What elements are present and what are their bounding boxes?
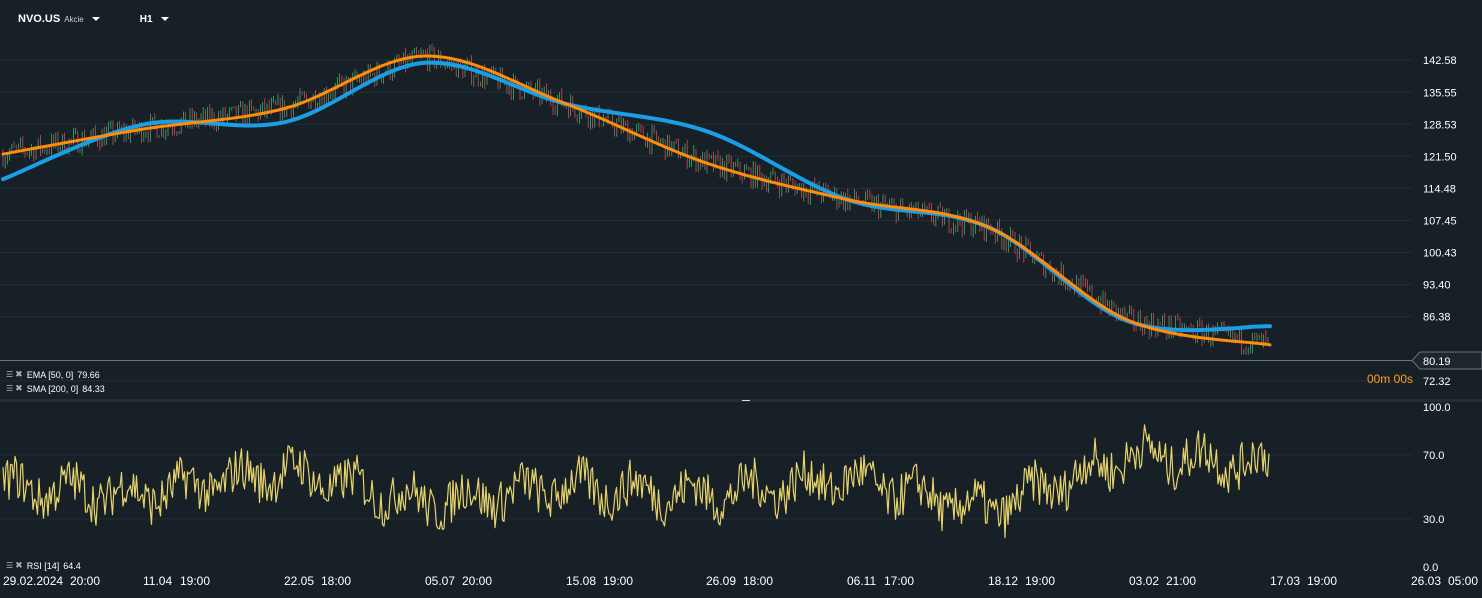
rsi-legend: ☰ ✖ RSI [14] 64.4 [6, 560, 81, 571]
close-icon[interactable]: ✖ [15, 369, 23, 379]
price-tick-label: 93.40 [1423, 280, 1451, 292]
countdown-seconds: 00s [1393, 372, 1413, 386]
time-axis: 29.02.2024 20:00 11.04 19:00 22.05 18:00 05.07… [3, 574, 1478, 588]
sma-legend-value: 84.33 [82, 383, 105, 394]
timeframe-label: H1 [139, 13, 153, 25]
time-tick-label: 19:00 [180, 574, 210, 588]
price-tick-label: 86.38 [1423, 312, 1451, 324]
time-tick-label: 26.03 [1411, 574, 1441, 588]
asset-type: Akcie [64, 14, 84, 24]
price-axis: 142.58 135.55 128.53 121.50 114.48 107.45 100.… [1423, 55, 1457, 388]
chevron-down-icon [91, 17, 100, 21]
time-tick-label: 06.11 [847, 574, 876, 588]
rsi-line [2, 424, 1270, 539]
time-tick-label: 19:00 [1025, 574, 1055, 588]
price-tick-label: 107.45 [1423, 216, 1457, 228]
rsi-tick-label: 0.0 [1423, 562, 1438, 574]
time-tick-label: 11.04 [143, 574, 172, 588]
settings-icon[interactable]: ☰ [6, 561, 14, 570]
settings-icon[interactable]: ☰ [6, 370, 14, 379]
time-tick-label: 18:00 [321, 574, 351, 588]
time-tick-label: 17:00 [884, 574, 914, 588]
price-tick-label: 114.48 [1423, 183, 1456, 195]
time-tick-label: 22.05 [284, 574, 314, 588]
ema-legend: ☰ ✖ EMA [50, 0] 79.66 [6, 369, 100, 380]
price-tick-label: 135.55 [1423, 87, 1457, 99]
rsi-tick-label: 30.0 [1423, 514, 1444, 526]
time-tick-label: 18.12 [988, 574, 1018, 588]
time-tick-label: 18:00 [743, 574, 773, 588]
sma-legend: ☰ ✖ SMA [200, 0] 84.33 [6, 383, 105, 394]
price-tick-label: 142.58 [1423, 55, 1457, 67]
time-tick-label: 05.07 [425, 574, 455, 588]
rsi-axis: 100.0 70.0 30.0 0.0 [1423, 402, 1451, 574]
sma-legend-label: SMA [200, 0] [26, 383, 79, 394]
close-icon[interactable]: ✖ [15, 383, 23, 393]
rsi-tick-label: 70.0 [1423, 450, 1444, 462]
rsi-legend-label: RSI [14] [26, 560, 60, 571]
countdown-minutes: 00m [1366, 372, 1391, 386]
time-tick-label: 03.02 [1129, 574, 1159, 588]
chevron-down-icon [160, 17, 169, 21]
time-tick-label: 05:00 [1448, 574, 1478, 588]
time-tick-label: 21:00 [1166, 574, 1196, 588]
ema-legend-value: 79.66 [77, 369, 100, 380]
time-tick-label: 29.02.2024 [3, 574, 63, 588]
chart-header: NVO.US Akcie H1 [18, 10, 169, 28]
time-tick-label: 19:00 [1307, 574, 1337, 588]
ema-50-line [1, 54, 1272, 347]
current-price-value: 80.19 [1423, 356, 1451, 368]
rsi-legend-value: 64.4 [63, 560, 81, 571]
timeframe-selector[interactable]: H1 [140, 14, 169, 25]
pane-resize-handle[interactable] [742, 400, 750, 401]
symbol-name: NVO.US [18, 13, 61, 25]
close-icon[interactable]: ✖ [15, 560, 23, 570]
pane-separator[interactable] [0, 399, 1482, 402]
ema-legend-label: EMA [50, 0] [26, 369, 74, 380]
rsi-tick-label: 100.0 [1423, 402, 1451, 414]
time-tick-label: 20:00 [462, 574, 492, 588]
price-tick-label: 72.32 [1423, 376, 1451, 388]
price-tick-label: 100.43 [1423, 248, 1457, 260]
time-tick-label: 19:00 [603, 574, 633, 588]
time-tick-label: 20:00 [70, 574, 100, 588]
current-price-tag: 80.19 [1411, 351, 1482, 370]
time-tick-label: 17.03 [1270, 574, 1300, 588]
settings-icon[interactable]: ☰ [6, 384, 14, 393]
time-tick-label: 15.08 [566, 574, 596, 588]
price-tick-label: 128.53 [1423, 119, 1457, 131]
candle-countdown: 00m 00s [1367, 372, 1413, 386]
symbol-selector[interactable]: NVO.US Akcie [18, 13, 100, 25]
time-tick-label: 26.09 [706, 574, 736, 588]
price-tick-label: 121.50 [1423, 151, 1457, 163]
